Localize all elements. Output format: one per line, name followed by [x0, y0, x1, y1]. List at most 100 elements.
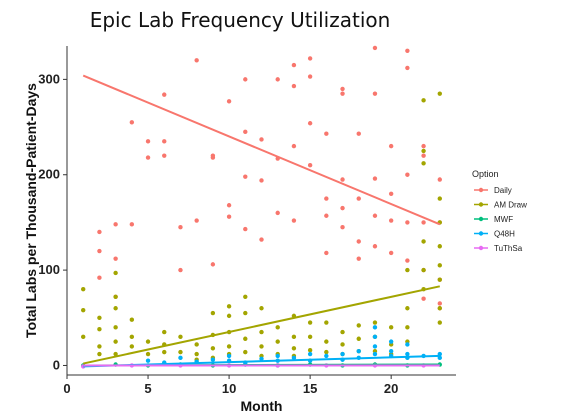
point-daily — [291, 218, 297, 223]
point-daily — [162, 92, 167, 97]
point-daily — [243, 174, 248, 179]
legend-marker-q48h — [478, 231, 484, 236]
point-am-draw — [405, 306, 410, 311]
point-daily — [437, 301, 442, 306]
point-daily — [356, 239, 361, 244]
point-am-draw — [356, 323, 361, 328]
point-daily — [372, 176, 378, 181]
x-tick-label: 10 — [222, 381, 236, 396]
point-am-draw — [340, 329, 345, 335]
trend-layer — [82, 74, 441, 368]
point-am-draw — [129, 334, 135, 340]
legend-title: Option — [472, 169, 499, 179]
point-daily — [437, 177, 442, 182]
point-q48h — [372, 351, 378, 357]
point-am-draw — [421, 148, 426, 154]
point-q48h — [259, 356, 264, 361]
point-daily — [307, 121, 313, 126]
point-daily — [129, 120, 135, 125]
point-am-draw — [421, 239, 426, 244]
point-daily — [340, 224, 345, 230]
point-am-draw — [405, 325, 410, 330]
point-q48h — [372, 334, 378, 340]
point-daily — [259, 137, 264, 142]
point-am-draw — [437, 263, 442, 268]
point-am-draw — [275, 339, 280, 344]
point-daily — [259, 237, 264, 242]
point-am-draw — [113, 339, 118, 344]
point-daily — [356, 256, 361, 261]
point-am-draw — [243, 336, 248, 341]
point-q48h — [405, 342, 410, 347]
y-tick-label: 100 — [38, 262, 60, 277]
point-q48h — [324, 353, 329, 359]
point-q48h — [291, 355, 297, 361]
point-am-draw — [421, 161, 426, 166]
point-am-draw — [437, 196, 442, 201]
point-daily — [162, 139, 167, 144]
legend-label-am-draw: AM Draw — [494, 201, 527, 210]
point-daily — [275, 77, 280, 82]
legend-label-tuthsa: TuThSa — [494, 244, 523, 253]
point-daily — [113, 222, 118, 227]
point-daily — [97, 229, 102, 235]
point-daily — [388, 250, 394, 256]
point-daily — [405, 48, 410, 53]
point-daily — [372, 91, 378, 96]
legend-marker-am-draw — [478, 202, 484, 207]
point-daily — [259, 178, 264, 183]
point-am-draw — [437, 91, 442, 96]
point-daily — [324, 196, 329, 201]
point-daily — [356, 196, 361, 201]
point-am-draw — [437, 306, 442, 311]
point-q48h — [307, 351, 313, 357]
point-daily — [210, 155, 216, 160]
point-am-draw — [129, 344, 135, 349]
point-am-draw — [243, 310, 248, 316]
point-am-draw — [437, 320, 442, 325]
point-daily — [210, 262, 216, 267]
point-daily — [194, 218, 199, 223]
point-am-draw — [145, 339, 151, 344]
point-daily — [405, 220, 410, 225]
point-daily — [340, 177, 345, 182]
point-am-draw — [129, 317, 135, 322]
legend-label-daily: Daily — [494, 186, 512, 195]
legend: Option Daily AM Draw MWF Q48H TuThSa — [472, 169, 527, 253]
point-q48h — [372, 325, 378, 330]
legend-marker-mwf — [478, 216, 484, 222]
point-daily — [291, 83, 297, 89]
point-daily — [388, 143, 394, 149]
point-am-draw — [324, 349, 329, 355]
x-axis-title: Month — [241, 398, 283, 414]
point-am-draw — [259, 344, 264, 349]
point-daily — [113, 256, 118, 261]
point-daily — [226, 99, 232, 104]
point-daily — [340, 86, 345, 92]
point-am-draw — [307, 320, 313, 325]
point-daily — [421, 296, 426, 301]
point-q48h — [372, 344, 378, 349]
point-daily — [372, 45, 378, 51]
point-daily — [226, 203, 232, 208]
point-am-draw — [324, 339, 329, 344]
point-am-draw — [405, 267, 410, 273]
point-am-draw — [437, 277, 442, 282]
points-layer — [81, 45, 442, 369]
point-am-draw — [243, 349, 248, 355]
point-q48h — [388, 339, 394, 344]
point-q48h — [405, 351, 410, 357]
point-am-draw — [356, 336, 361, 341]
point-daily — [178, 224, 183, 230]
point-am-draw — [421, 98, 426, 103]
point-am-draw — [162, 349, 167, 355]
point-am-draw — [307, 334, 313, 340]
point-daily — [307, 163, 313, 168]
point-daily — [291, 143, 297, 149]
point-am-draw — [97, 327, 102, 332]
point-am-draw — [113, 306, 118, 311]
point-daily — [307, 74, 313, 79]
point-am-draw — [291, 346, 297, 351]
point-daily — [291, 62, 297, 68]
